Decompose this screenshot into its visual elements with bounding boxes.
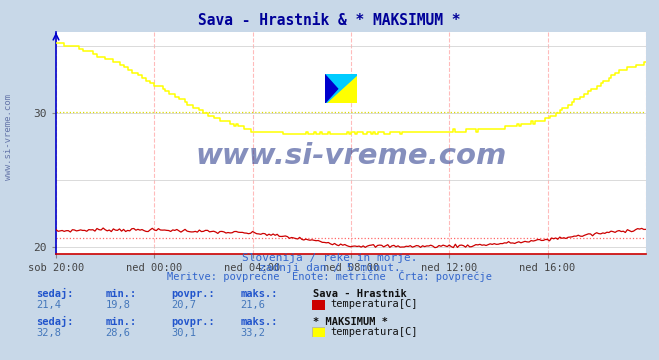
Text: maks.:: maks.: <box>241 317 278 327</box>
Text: 30,1: 30,1 <box>171 328 196 338</box>
Text: www.si-vreme.com: www.si-vreme.com <box>195 143 507 170</box>
Text: * MAKSIMUM *: * MAKSIMUM * <box>313 317 388 327</box>
Text: temperatura[C]: temperatura[C] <box>330 299 418 309</box>
Text: 21,4: 21,4 <box>36 300 61 310</box>
Text: Sava - Hrastnik & * MAKSIMUM *: Sava - Hrastnik & * MAKSIMUM * <box>198 13 461 28</box>
Text: Sava - Hrastnik: Sava - Hrastnik <box>313 289 407 299</box>
Text: min.:: min.: <box>105 317 136 327</box>
Text: 32,8: 32,8 <box>36 328 61 338</box>
Text: maks.:: maks.: <box>241 289 278 299</box>
Text: 28,6: 28,6 <box>105 328 130 338</box>
Text: www.si-vreme.com: www.si-vreme.com <box>4 94 13 180</box>
Text: Meritve: povprečne  Enote: metrične  Črta: povprečje: Meritve: povprečne Enote: metrične Črta:… <box>167 270 492 282</box>
Text: sedaj:: sedaj: <box>36 288 74 299</box>
Text: povpr.:: povpr.: <box>171 317 215 327</box>
Text: min.:: min.: <box>105 289 136 299</box>
Text: 33,2: 33,2 <box>241 328 266 338</box>
Polygon shape <box>325 75 357 103</box>
Text: 19,8: 19,8 <box>105 300 130 310</box>
Text: temperatura[C]: temperatura[C] <box>330 327 418 337</box>
Text: povpr.:: povpr.: <box>171 289 215 299</box>
Text: Slovenija / reke in morje.: Slovenija / reke in morje. <box>242 253 417 263</box>
Text: zadnji dan / 5 minut.: zadnji dan / 5 minut. <box>258 263 401 273</box>
Polygon shape <box>325 75 357 103</box>
Text: sedaj:: sedaj: <box>36 316 74 327</box>
Text: 20,7: 20,7 <box>171 300 196 310</box>
Text: 21,6: 21,6 <box>241 300 266 310</box>
Polygon shape <box>325 75 337 103</box>
